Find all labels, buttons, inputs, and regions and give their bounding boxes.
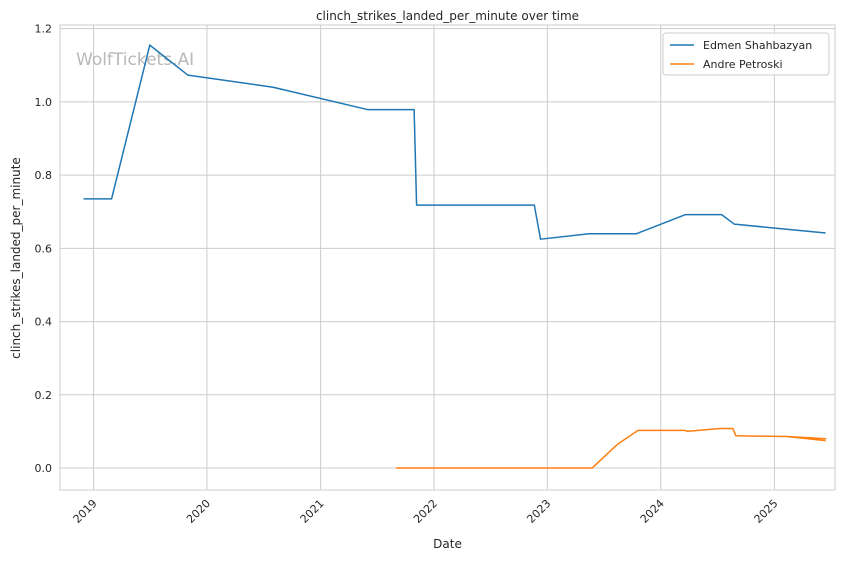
x-tick-label: 2020 bbox=[184, 497, 213, 526]
x-tick-label: 2021 bbox=[298, 497, 327, 526]
legend-box bbox=[662, 32, 830, 76]
x-axis-ticks: 2019 2020 2021 2022 2023 2024 2025 bbox=[71, 497, 781, 526]
y-tick-label: 0.4 bbox=[35, 316, 53, 329]
x-axis-title: Date bbox=[433, 537, 462, 551]
series-line-1 bbox=[396, 427, 827, 469]
legend: Edmen Shahbazyan Andre Petroski bbox=[662, 32, 830, 76]
y-axis-title: clinch_strikes_landed_per_minute bbox=[9, 157, 23, 359]
y-tick-label: 0.6 bbox=[35, 242, 53, 255]
y-tick-label: 1.2 bbox=[35, 23, 53, 36]
plot-area-background bbox=[60, 25, 835, 490]
y-tick-label: 0.8 bbox=[35, 169, 53, 182]
watermark: WolfTickets.AI bbox=[76, 50, 194, 70]
x-tick-label: 2023 bbox=[524, 497, 553, 526]
chart-title: clinch_strikes_landed_per_minute over ti… bbox=[316, 9, 579, 23]
y-tick-label: 0.2 bbox=[35, 389, 53, 402]
x-tick-label: 2024 bbox=[638, 497, 667, 526]
legend-label: Edmen Shahbazyan bbox=[703, 39, 812, 52]
y-tick-label: 1.0 bbox=[35, 96, 53, 109]
legend-label: Andre Petroski bbox=[703, 58, 783, 71]
series-line-0 bbox=[83, 44, 826, 240]
x-tick-label: 2025 bbox=[752, 497, 781, 526]
x-tick-label: 2022 bbox=[411, 497, 440, 526]
x-tick-label: 2019 bbox=[71, 497, 100, 526]
grid bbox=[60, 25, 835, 490]
y-tick-label: 0.0 bbox=[35, 462, 53, 475]
plot-area-frame bbox=[59, 24, 836, 491]
series-lines bbox=[83, 44, 827, 469]
y-axis-ticks: 0.0 0.2 0.4 0.6 0.8 1.0 1.2 bbox=[35, 23, 53, 475]
